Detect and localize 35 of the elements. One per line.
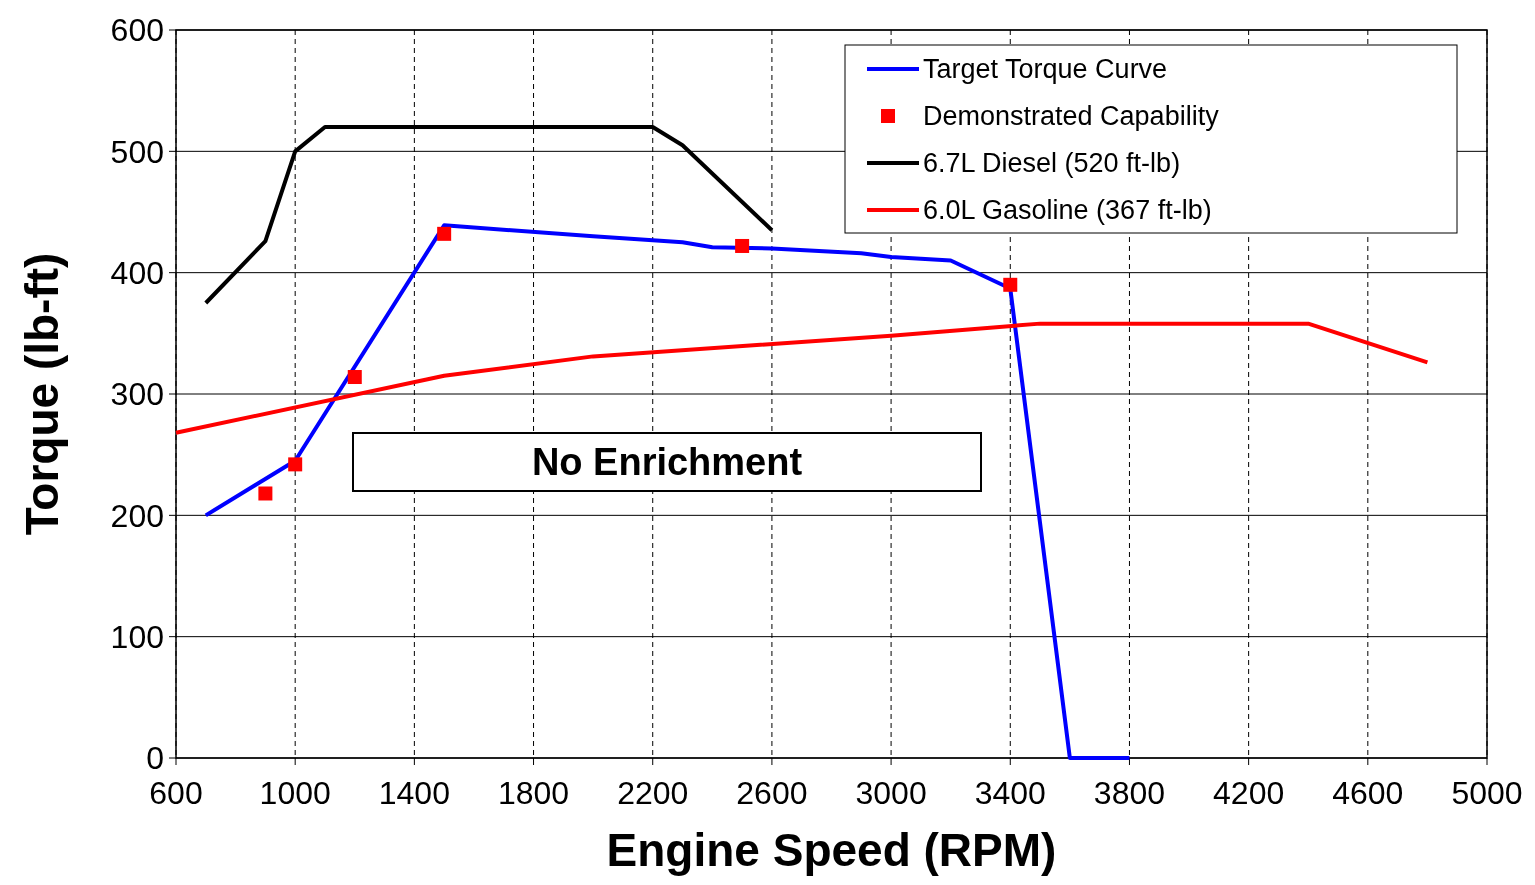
annotation: No Enrichment <box>531 441 803 484</box>
y-tick-label: 200 <box>110 497 164 534</box>
y-tick-label: 600 <box>110 12 164 49</box>
legend-label: Target Torque Curve <box>923 54 1168 85</box>
point <box>258 486 273 501</box>
y-axis-title: Torque (lb-ft) <box>16 252 68 536</box>
legend-label: 6.7L Diesel (520 ft-lb) <box>923 148 1181 179</box>
line-series <box>174 321 1430 435</box>
x-tick-label: 3800 <box>1093 775 1166 811</box>
line-series <box>203 223 1132 760</box>
point <box>1003 277 1018 292</box>
note-box: No Enrichment <box>352 432 982 492</box>
point <box>735 238 750 253</box>
x-tick-label: 3000 <box>855 775 927 811</box>
point <box>437 226 452 241</box>
x-tick-label: 4600 <box>1332 775 1404 811</box>
point <box>347 370 362 385</box>
y-tick-label: 0 <box>146 740 164 777</box>
legend-label: Demonstrated Capability <box>923 101 1220 132</box>
y-tick-label: 500 <box>110 133 164 170</box>
x-tick-label: 1400 <box>378 775 450 811</box>
y-tick-label: 100 <box>110 618 164 655</box>
x-tick-label: 600 <box>149 775 203 811</box>
y-tick-label: 400 <box>110 254 164 291</box>
x-tick-label: 4200 <box>1213 775 1285 811</box>
legend-label: 6.0L Gasoline (367 ft-lb) <box>923 195 1212 226</box>
point <box>288 457 303 472</box>
x-axis-title: Engine Speed (RPM) <box>606 824 1057 876</box>
x-tick-label: 2600 <box>736 775 808 811</box>
x-tick-label: 1000 <box>259 775 331 811</box>
x-tick-label: 1800 <box>497 775 570 811</box>
y-tick-label: 300 <box>110 376 164 413</box>
x-tick-label: 2200 <box>617 775 689 811</box>
x-tick-label: 3400 <box>974 775 1046 811</box>
x-tick-label: 5000 <box>1451 775 1523 811</box>
